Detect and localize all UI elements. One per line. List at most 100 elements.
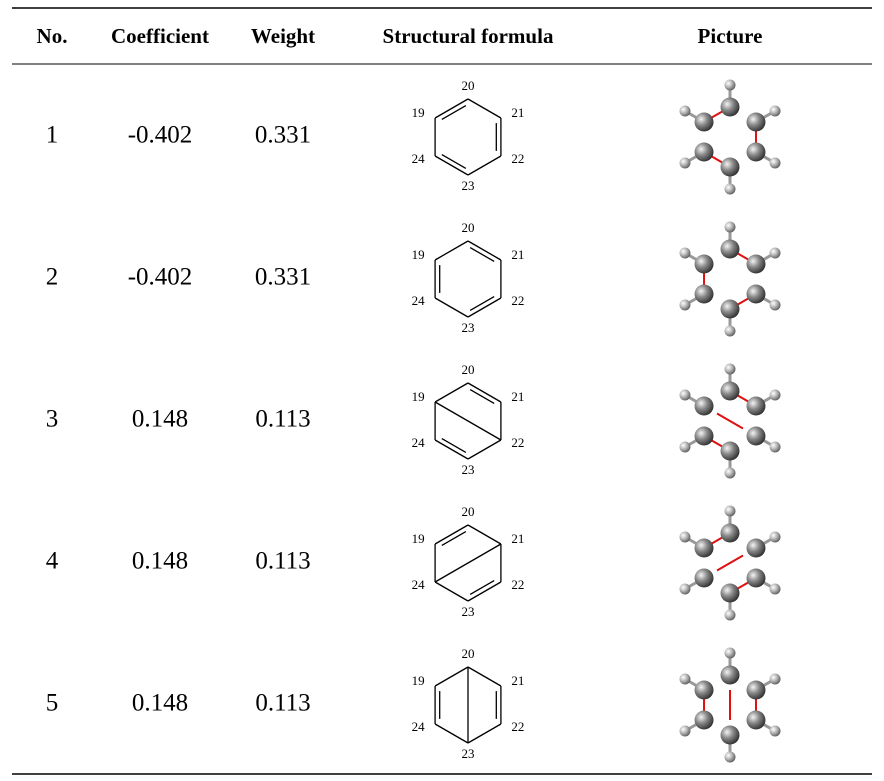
double-bond — [441, 530, 467, 546]
carbon — [720, 239, 740, 259]
atom-label: 24 — [412, 719, 426, 734]
hydrogen — [724, 221, 736, 233]
coefficient-cell: 0.148 — [132, 548, 188, 575]
atom-label: 21 — [511, 105, 524, 120]
bond — [434, 666, 469, 687]
carbon — [720, 725, 740, 745]
double-bond — [469, 388, 495, 404]
carbon — [720, 157, 740, 177]
bond — [467, 240, 502, 261]
atom-label: 20 — [462, 646, 475, 661]
long-bond — [434, 543, 502, 583]
carbon — [720, 381, 740, 401]
bond — [467, 98, 502, 119]
weight-cell: 0.331 — [255, 122, 311, 149]
atom-label: 24 — [412, 151, 426, 166]
no-cell: 5 — [46, 690, 59, 717]
hydrogen — [679, 247, 691, 259]
atom-label: 21 — [511, 389, 524, 404]
long-bond — [434, 401, 502, 441]
atom-label: 22 — [511, 435, 524, 450]
no-cell: 1 — [46, 122, 59, 149]
carbon — [694, 112, 714, 132]
hydrogen — [724, 183, 736, 195]
header-cell: No. — [37, 24, 68, 48]
hydrogen — [769, 673, 781, 685]
atom-label: 24 — [412, 577, 426, 592]
weight-cell: 0.113 — [255, 690, 310, 717]
hydrogen — [724, 505, 736, 517]
hydrogen — [724, 751, 736, 763]
hydrogen — [679, 157, 691, 169]
hydrogen — [679, 725, 691, 737]
atom-label: 19 — [412, 105, 425, 120]
atom-label: 23 — [462, 604, 475, 619]
bond — [434, 723, 469, 744]
molecule-picture — [679, 647, 781, 763]
structural-formula: 20 21 22 23 24 19 — [412, 504, 525, 619]
atom-label: 23 — [462, 178, 475, 193]
carbon — [746, 112, 766, 132]
carbon — [694, 680, 714, 700]
atom-label: 22 — [511, 293, 524, 308]
carbon — [720, 97, 740, 117]
atom-label: 19 — [412, 531, 425, 546]
hydrogen — [724, 363, 736, 375]
carbon — [746, 142, 766, 162]
bond — [434, 155, 469, 176]
atom-label: 19 — [412, 389, 425, 404]
atom-label: 19 — [412, 673, 425, 688]
hydrogen — [769, 389, 781, 401]
carbon — [746, 710, 766, 730]
double-bond — [469, 580, 495, 596]
atom-label: 20 — [462, 78, 475, 93]
bond — [467, 155, 502, 176]
carbon — [694, 142, 714, 162]
double-bond — [441, 104, 467, 120]
weight-cell: 0.113 — [255, 406, 310, 433]
atom-label: 24 — [412, 293, 426, 308]
carbon — [746, 254, 766, 274]
atom-label: 22 — [511, 719, 524, 734]
molecule-picture — [679, 363, 781, 479]
hydrogen — [769, 583, 781, 595]
hydrogen — [769, 247, 781, 259]
bond — [467, 524, 502, 545]
atom-label: 21 — [511, 673, 524, 688]
atom-label: 20 — [462, 504, 475, 519]
carbon — [746, 396, 766, 416]
hydrogen — [724, 325, 736, 337]
no-cell: 4 — [46, 548, 59, 575]
coefficient-cell: -0.402 — [128, 122, 193, 149]
no-cell: 3 — [46, 406, 59, 433]
hydrogen — [679, 299, 691, 311]
hydrogen — [679, 441, 691, 453]
bond — [467, 382, 502, 403]
bond — [467, 666, 502, 687]
atom-label: 20 — [462, 220, 475, 235]
hydrogen — [679, 531, 691, 543]
carbon — [746, 538, 766, 558]
atom-label: 22 — [511, 577, 524, 592]
coefficient-cell: 0.148 — [132, 406, 188, 433]
bond — [434, 439, 469, 460]
header-cell: Weight — [251, 24, 315, 48]
hydrogen — [724, 609, 736, 621]
atom-label: 22 — [511, 151, 524, 166]
red-bond — [716, 554, 744, 572]
carbon — [694, 396, 714, 416]
coefficient-cell: -0.402 — [128, 264, 193, 291]
structural-formula: 20 21 22 23 24 19 — [412, 362, 525, 477]
bond — [434, 382, 469, 403]
carbon — [746, 680, 766, 700]
atom-label: 23 — [462, 462, 475, 477]
atom-label: 21 — [511, 247, 524, 262]
carbon — [694, 568, 714, 588]
carbon — [720, 665, 740, 685]
atom-label: 19 — [412, 247, 425, 262]
header-cell: Picture — [698, 24, 763, 48]
double-bond — [441, 154, 467, 170]
hydrogen — [679, 583, 691, 595]
hydrogen — [679, 105, 691, 117]
